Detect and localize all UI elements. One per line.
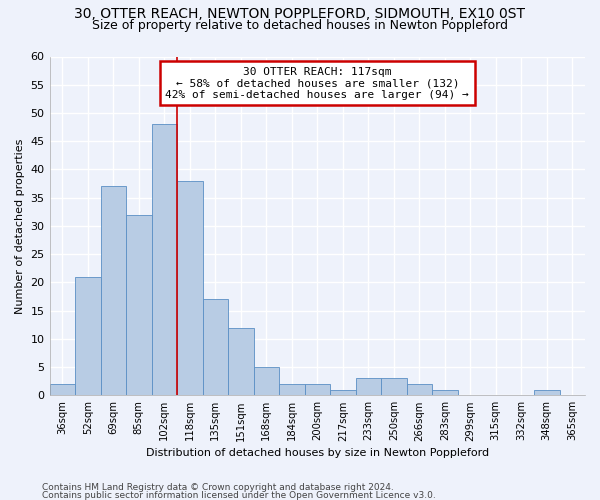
Bar (177, 180, 203, 396)
Text: Contains public sector information licensed under the Open Government Licence v3: Contains public sector information licen… (42, 490, 436, 500)
Bar (279, 384, 305, 396)
Text: 30 OTTER REACH: 117sqm
← 58% of detached houses are smaller (132)
42% of semi-de: 30 OTTER REACH: 117sqm ← 58% of detached… (166, 66, 469, 100)
Bar (50, 384, 75, 396)
Bar (254, 367, 279, 396)
Bar (152, 124, 177, 396)
Bar (126, 214, 152, 396)
Bar (101, 186, 126, 396)
Text: Contains HM Land Registry data © Crown copyright and database right 2024.: Contains HM Land Registry data © Crown c… (42, 484, 394, 492)
Y-axis label: Number of detached properties: Number of detached properties (15, 138, 25, 314)
Bar (203, 300, 228, 396)
Bar (305, 384, 330, 396)
Bar (407, 384, 432, 396)
Bar (356, 378, 381, 396)
Bar (534, 390, 560, 396)
Bar (330, 390, 356, 396)
Text: 30, OTTER REACH, NEWTON POPPLEFORD, SIDMOUTH, EX10 0ST: 30, OTTER REACH, NEWTON POPPLEFORD, SIDM… (74, 8, 526, 22)
Text: Size of property relative to detached houses in Newton Poppleford: Size of property relative to detached ho… (92, 18, 508, 32)
Bar (228, 328, 254, 396)
Bar (381, 378, 407, 396)
Bar (432, 390, 458, 396)
X-axis label: Distribution of detached houses by size in Newton Poppleford: Distribution of detached houses by size … (146, 448, 489, 458)
Bar (75, 276, 101, 396)
